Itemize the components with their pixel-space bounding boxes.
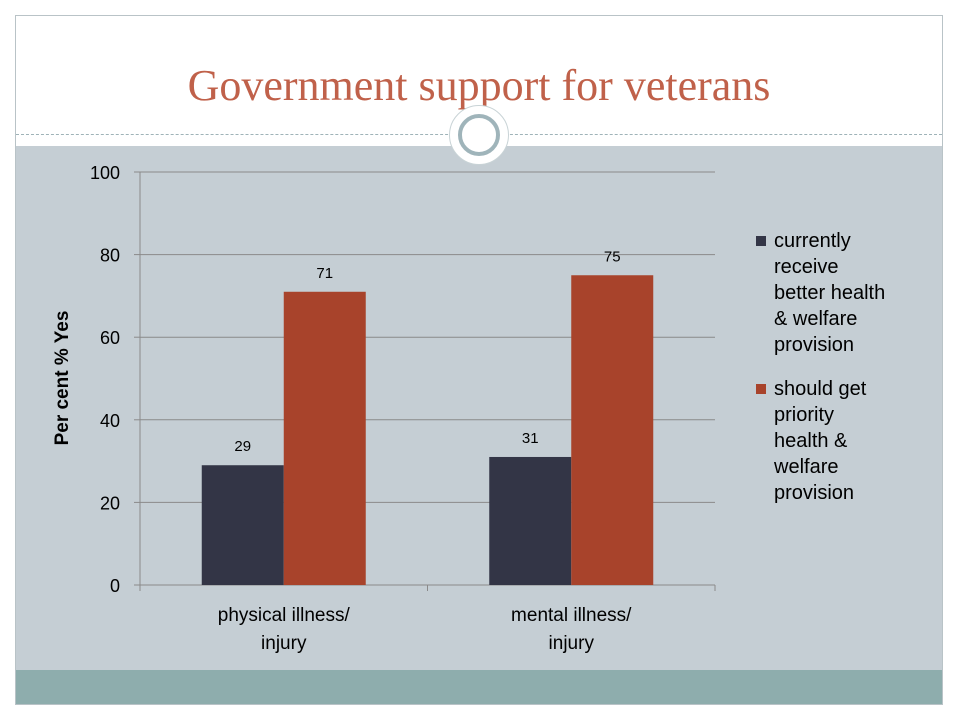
x-tick-label: physical illness/ <box>218 605 351 626</box>
bar <box>571 275 654 585</box>
legend-label-line: priority <box>774 404 835 426</box>
content-area <box>16 146 942 670</box>
data-label: 71 <box>316 265 333 282</box>
footer-band <box>16 670 942 704</box>
slide-title: Government support for veterans <box>187 61 771 110</box>
legend-label-line: provision <box>774 482 855 504</box>
legend-label-line: welfare <box>774 456 839 478</box>
legend-label-line: health & <box>774 430 848 452</box>
chart-legend: currently receive better health & welfare pr… <box>756 228 926 524</box>
bar <box>489 456 572 585</box>
x-tick-label: injury <box>549 633 595 654</box>
legend-item-currently: currently receive better health & welfare pr… <box>756 228 926 358</box>
bar <box>201 465 284 585</box>
bar <box>283 291 366 585</box>
legend-label-should-get: should get priority health & welfare provisi… <box>774 376 926 506</box>
legend-label-line: & welfare <box>774 308 858 330</box>
data-label: 75 <box>604 248 621 265</box>
legend-label-currently: currently receive better health & welfare pr… <box>774 228 926 358</box>
y-tick-label: 0 <box>110 576 120 596</box>
y-tick-label: 20 <box>100 493 120 513</box>
y-tick-label: 100 <box>90 163 120 183</box>
data-label: 31 <box>522 430 539 447</box>
data-label: 29 <box>234 438 251 455</box>
legend-item-should-get: should get priority health & welfare provisi… <box>756 376 926 506</box>
legend-label-line: should get <box>774 378 867 400</box>
y-tick-label: 60 <box>100 328 120 348</box>
legend-label-line: better health <box>774 282 886 304</box>
x-tick-label: injury <box>261 633 307 654</box>
y-tick-label: 40 <box>100 411 120 431</box>
legend-swatch-should-get <box>756 384 766 394</box>
y-axis-title: Per cent % Yes <box>52 311 73 446</box>
legend-swatch-currently <box>756 236 766 246</box>
x-tick-label: mental illness/ <box>511 605 632 626</box>
legend-label-line: provision <box>774 334 855 356</box>
legend-label-line: receive <box>774 256 839 278</box>
y-tick-label: 80 <box>100 246 120 266</box>
legend-label-line: currently <box>774 230 851 252</box>
decorative-ring-icon <box>449 105 509 165</box>
